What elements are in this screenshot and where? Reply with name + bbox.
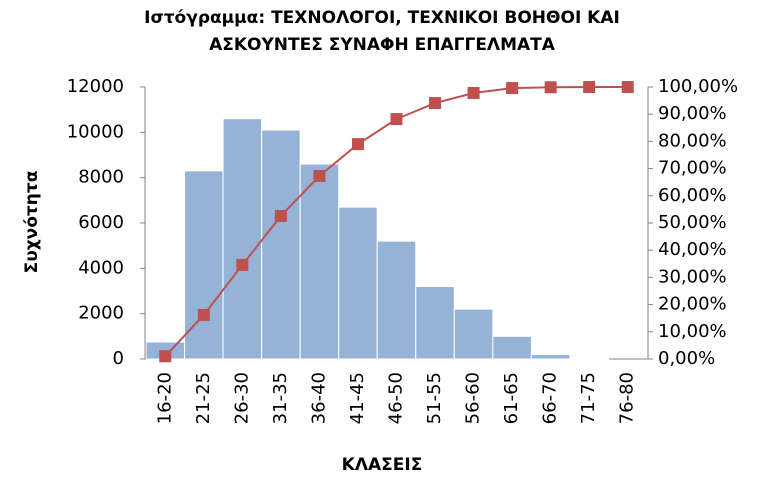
marker [621,81,634,93]
x-tick-label: 51-55 [424,372,445,424]
x-tick-label: 61-65 [501,372,522,424]
marker [429,97,442,110]
y2-tick-label: 30,00% [658,266,727,287]
y-tick-label: 12000 [67,76,124,97]
x-tick-label: 26-30 [231,372,252,424]
y2-tick-label: 70,00% [658,158,727,179]
bar [299,163,340,360]
y2-tick-label: 40,00% [658,239,727,260]
y-tick-label: 8000 [78,167,124,188]
marker [197,308,210,321]
marker [467,86,480,99]
y2-tick-label: 80,00% [658,130,727,151]
marker [506,82,519,95]
bar [530,353,571,360]
marker [583,81,596,93]
x-tick-label: 16-20 [154,372,175,424]
marker [274,209,287,222]
bar [415,285,455,360]
marker [544,81,557,94]
bar [222,118,263,360]
chart-title: Ιστόγραμμα: ΤΕΧΝΟΛΟΓΟΙ, ΤΕΧΝΙΚΟΙ ΒΟΗΘΟΙ … [144,8,620,28]
y2-tick-label: 50,00% [658,212,727,233]
bar [376,240,417,360]
y-axis-label: Συχνότητα [22,171,42,274]
x-tick-label: 71-75 [578,372,599,424]
bar [453,308,494,360]
x-tick-label: 66-70 [540,372,561,424]
marker [159,350,172,363]
y-tick-label: 0 [113,348,124,369]
x-tick-label: 76-80 [617,372,638,424]
y2-tick-label: 100,00% [658,76,738,97]
marker [351,138,364,151]
y2-tick-label: 20,00% [658,294,727,315]
x-tick-label: 21-25 [193,372,214,424]
bar [569,357,609,360]
marker [390,113,403,126]
y-tick-label: 2000 [78,303,124,324]
y2-tick-label: 0,00% [658,348,715,369]
x-tick-label: 46-50 [386,372,407,424]
marker [236,258,249,271]
x-tick-label: 36-40 [308,372,329,424]
x-tick-label: 41-45 [347,372,368,424]
y-tick-label: 6000 [78,212,124,233]
y2-tick-label: 90,00% [658,103,727,124]
marker [313,169,326,182]
y-tick-label: 10000 [67,121,124,142]
x-axis-label: ΚΛΑΣΕΙΣ [342,455,423,475]
x-tick-label: 56-60 [463,372,484,424]
y2-tick-label: 60,00% [658,185,727,206]
x-tick-label: 31-35 [270,372,291,424]
bar [492,335,532,360]
chart-title: ΑΣΚΟΥΝΤΕΣ ΣΥΝΑΦΗ ΕΠΑΓΓΕΛΜΑΤΑ [209,35,556,55]
bar [338,206,378,360]
y2-tick-label: 10,00% [658,321,727,342]
y-tick-label: 4000 [78,257,124,278]
bar [261,129,301,360]
